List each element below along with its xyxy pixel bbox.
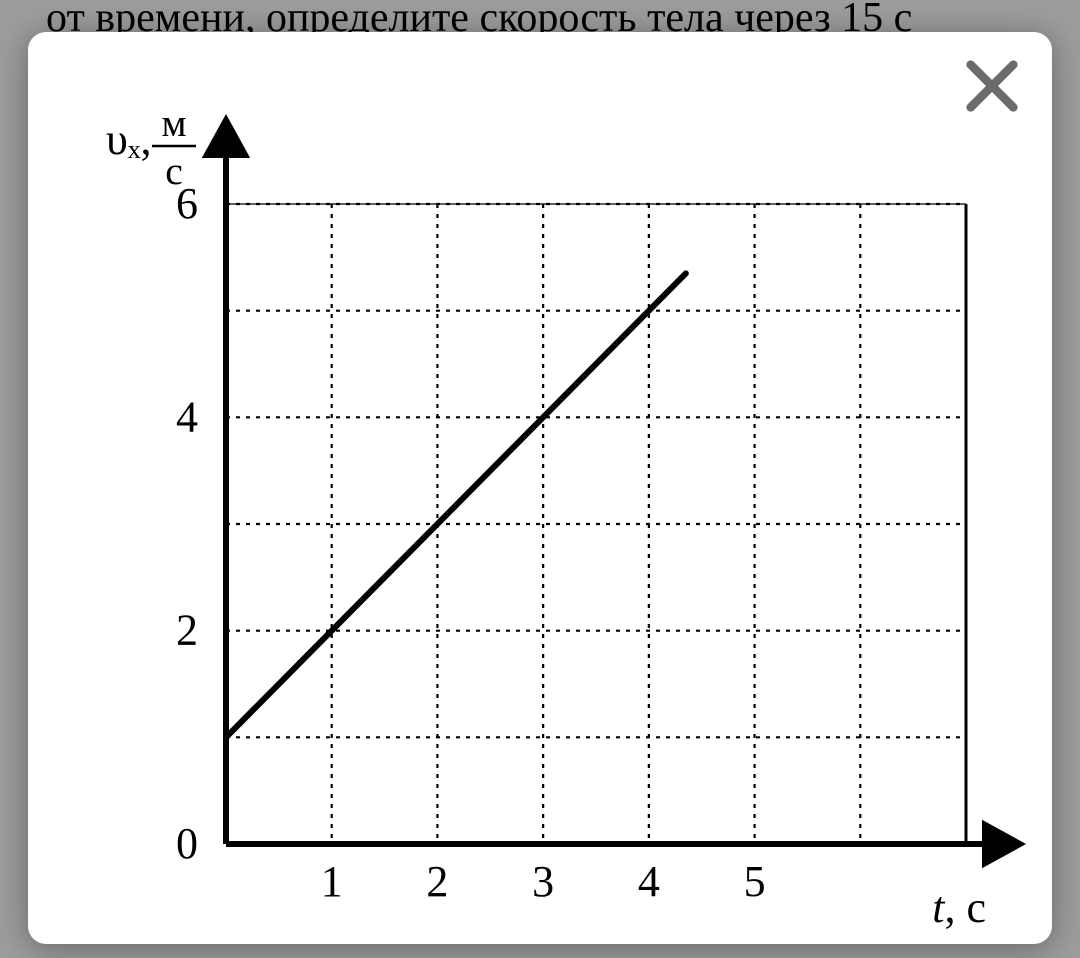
- svg-text:υₓ,: υₓ,: [106, 115, 152, 164]
- svg-text:м: м: [161, 101, 186, 145]
- svg-text:2: 2: [426, 857, 448, 906]
- svg-text:3: 3: [532, 857, 554, 906]
- svg-text:0: 0: [176, 819, 198, 868]
- chart-svg: 024612345υₓ,мсt, с: [28, 32, 1052, 944]
- svg-text:2: 2: [176, 606, 198, 655]
- svg-text:4: 4: [176, 392, 198, 441]
- svg-text:t, с: t, с: [932, 883, 986, 932]
- svg-text:4: 4: [638, 857, 660, 906]
- svg-text:5: 5: [744, 857, 766, 906]
- velocity-time-chart: 024612345υₓ,мсt, с: [28, 32, 1052, 944]
- svg-text:с: с: [165, 149, 183, 193]
- svg-text:1: 1: [321, 857, 343, 906]
- image-modal: 024612345υₓ,мсt, с: [28, 32, 1052, 944]
